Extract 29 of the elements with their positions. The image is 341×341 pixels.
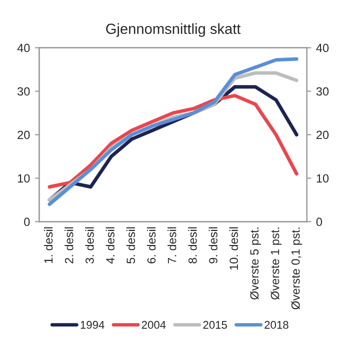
legend-label: 2015 <box>203 320 227 329</box>
y-tick-label: 30 <box>18 87 30 96</box>
x-tick-label: 1. desil <box>44 227 53 264</box>
x-tick-label: 8. desil <box>188 227 197 264</box>
y-tick-label: 40 <box>17 44 30 52</box>
y-tick-label: 0 <box>24 218 30 226</box>
x-tick-label: 2. desil <box>64 227 74 264</box>
legend-label: 1994 <box>80 320 104 329</box>
y2-tick-label: 10 <box>316 174 329 183</box>
x-tick-label: Øverste 0,1 pst. <box>291 228 302 310</box>
x-tick-label: 4. desil <box>106 227 114 264</box>
y2-tick-label: 20 <box>316 130 329 140</box>
y2-tick-label: 40 <box>316 44 329 52</box>
x-tick-label: Øverste 5 pst. <box>250 228 261 300</box>
x-tick-label: Øverste 1 pst. <box>270 228 282 300</box>
legend-label: 2018 <box>264 320 288 329</box>
y2-tick-label: 0 <box>316 218 322 226</box>
x-tick-label: 5. desil <box>126 227 136 264</box>
x-tick-label: 6. desil <box>146 227 156 264</box>
line-series <box>48 94 298 189</box>
y2-tick-label: 30 <box>316 87 329 96</box>
y-tick-label: 10 <box>18 174 30 183</box>
x-tick-label: 10. desil <box>229 227 238 270</box>
chart-title: Gjennomsnittlig skatt <box>106 23 241 37</box>
x-tick-label: 3. desil <box>85 227 94 264</box>
y-tick-label: 20 <box>18 130 30 140</box>
legend-label: 2004 <box>142 320 166 329</box>
x-tick-label: 9. desil <box>208 227 218 264</box>
x-tick-label: 7. desil <box>168 227 176 264</box>
